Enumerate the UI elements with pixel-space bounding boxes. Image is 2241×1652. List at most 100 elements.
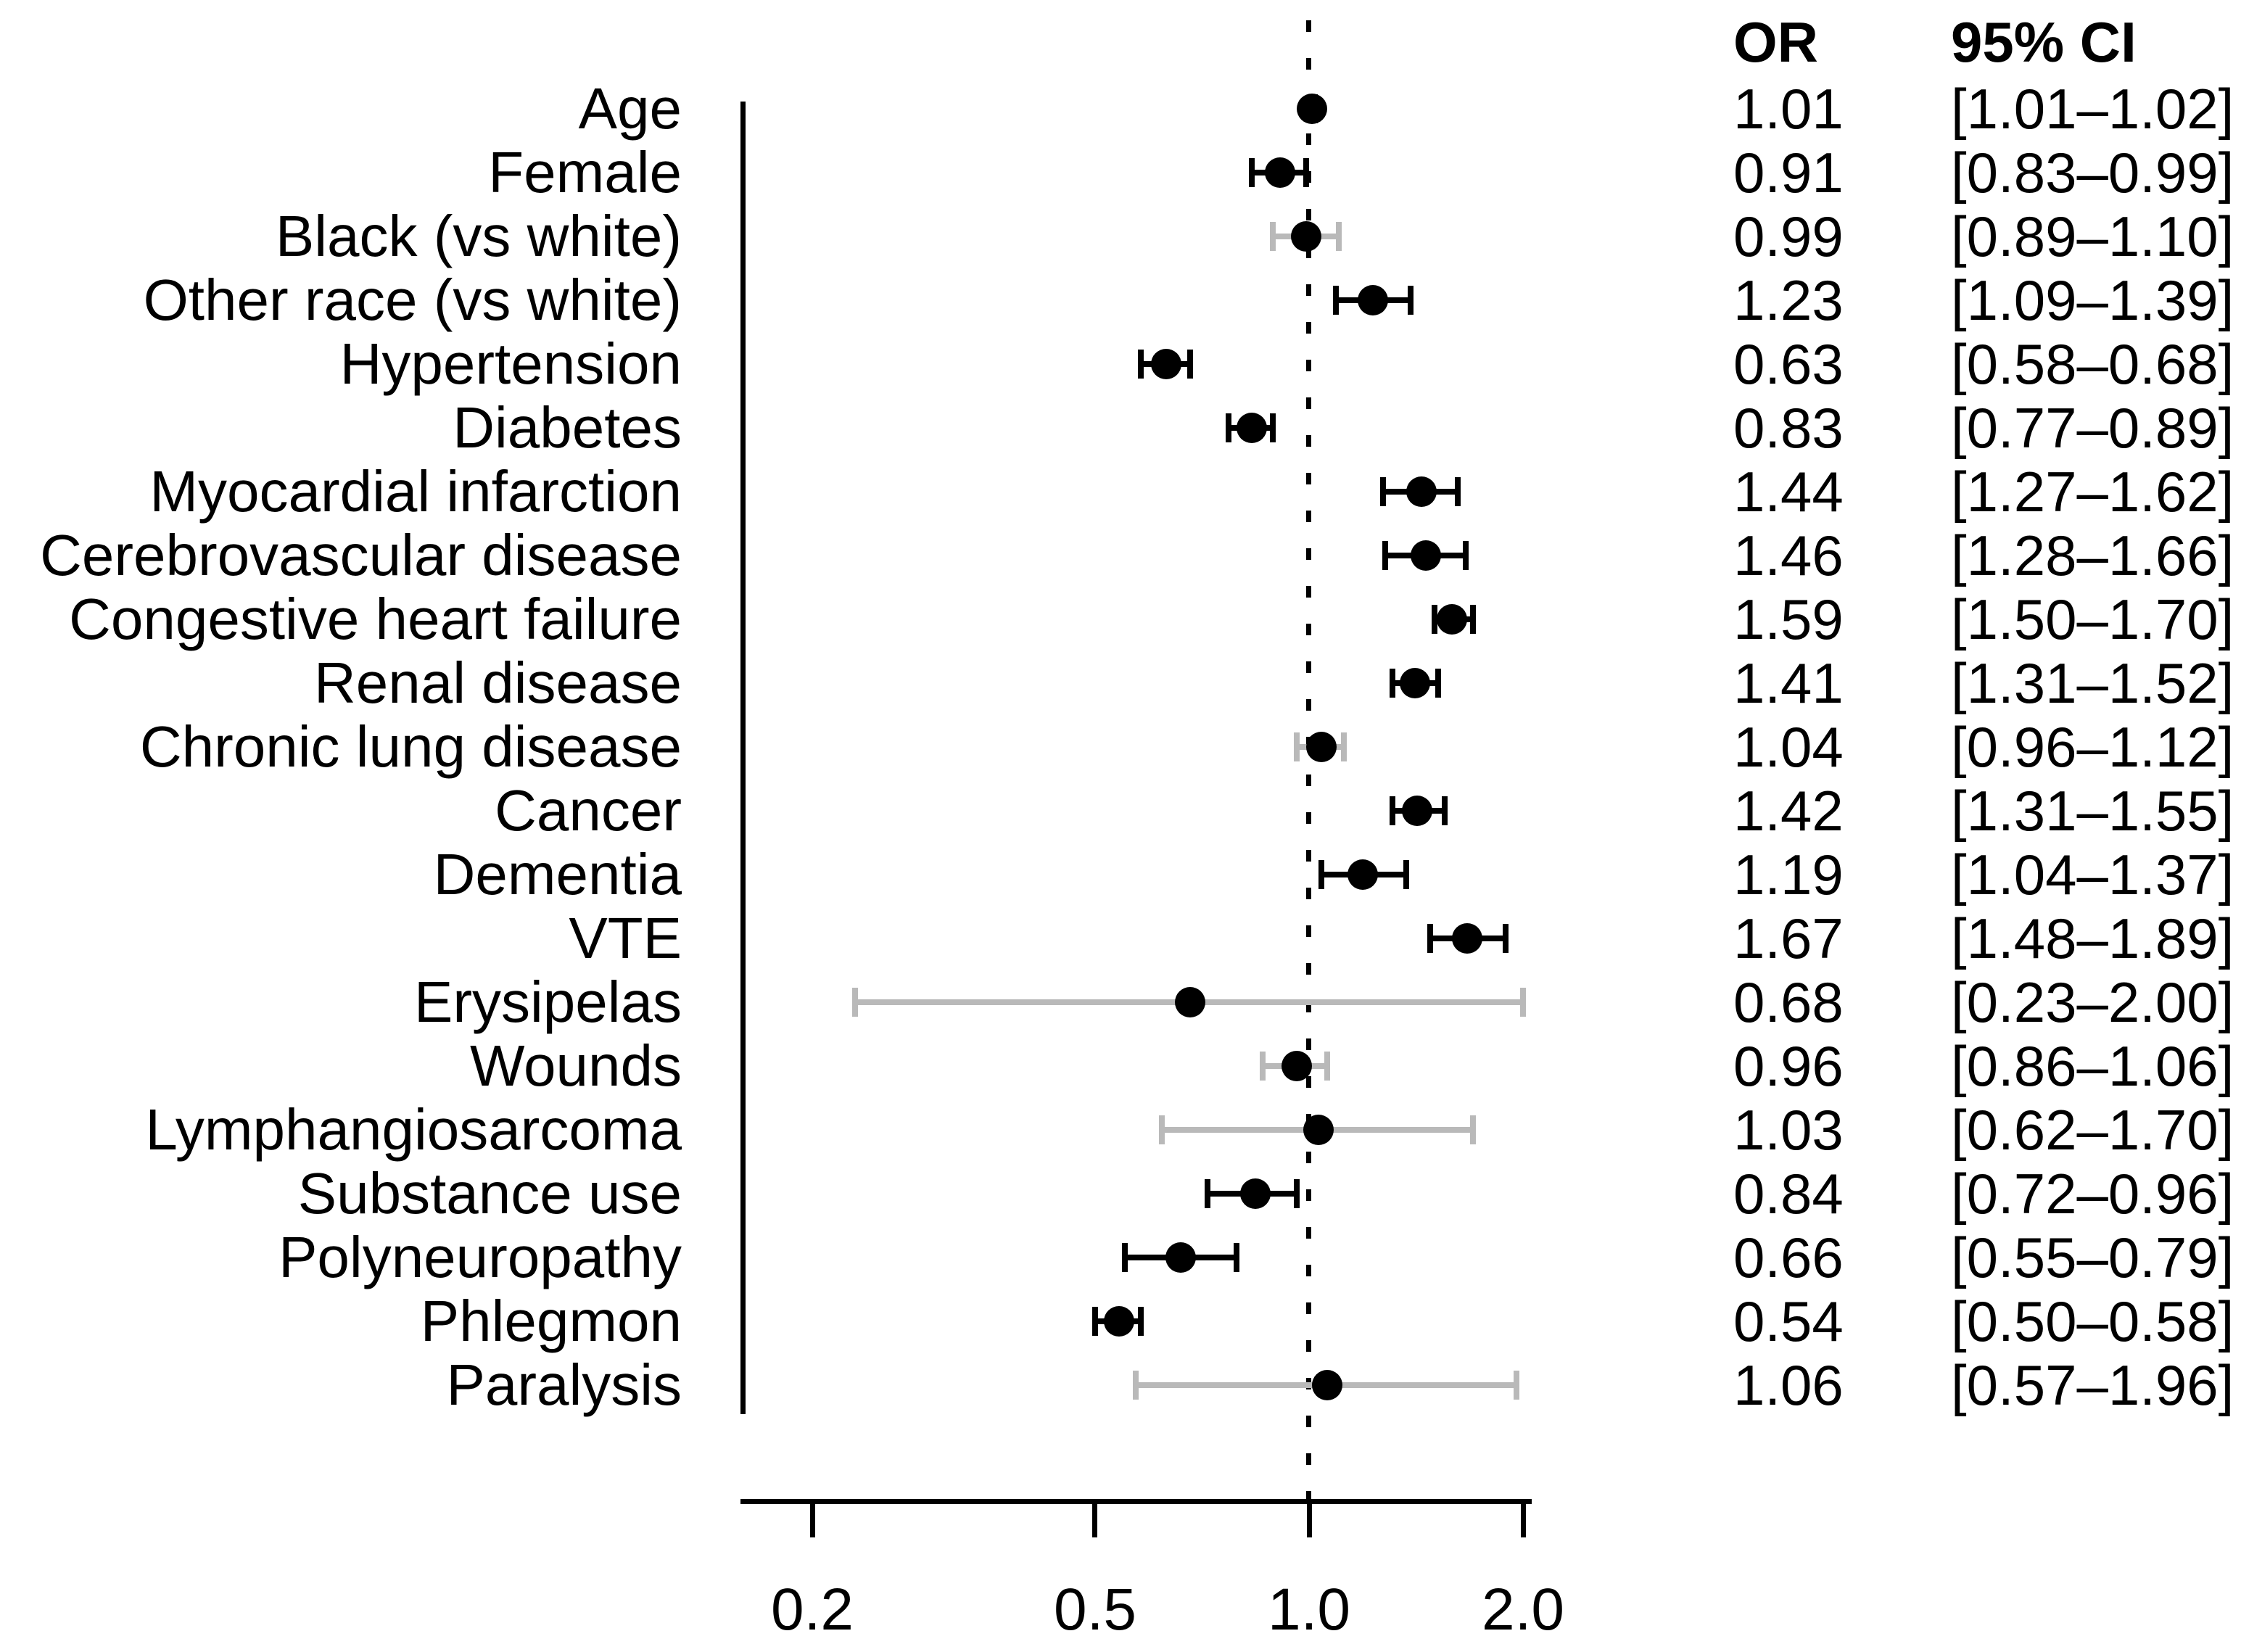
row-label: VTE — [569, 906, 682, 970]
or-point — [1311, 1370, 1342, 1400]
row-label: Female — [488, 140, 682, 205]
or-value: 0.99 — [1733, 205, 1844, 268]
row-label: Congestive heart failure — [69, 587, 682, 651]
or-point — [1290, 221, 1321, 252]
or-value: 0.91 — [1733, 141, 1844, 205]
row-label: Polyneuropathy — [278, 1225, 682, 1289]
ci-value: [0.62–1.70] — [1951, 1098, 2234, 1162]
or-value: 1.23 — [1733, 268, 1844, 332]
ci-cap-low — [1248, 158, 1255, 187]
or-value: 1.67 — [1733, 906, 1844, 970]
row-label: Substance use — [297, 1161, 682, 1226]
ci-cap-low — [1389, 669, 1395, 698]
ci-value: [1.09–1.39] — [1951, 268, 2234, 332]
ci-cap-low — [1427, 924, 1433, 953]
or-value: 1.03 — [1733, 1098, 1844, 1162]
row-label: Dementia — [433, 842, 682, 906]
ci-cap-low — [1293, 732, 1300, 761]
or-value: 0.54 — [1733, 1289, 1844, 1353]
x-tick-label: 0.2 — [771, 1577, 854, 1643]
ci-cap-high — [1455, 477, 1461, 506]
or-value: 0.96 — [1733, 1034, 1844, 1098]
ci-value: [0.50–0.58] — [1951, 1289, 2234, 1353]
or-value: 1.06 — [1733, 1353, 1844, 1417]
ci-cap-high — [1520, 988, 1526, 1017]
or-value: 0.83 — [1733, 396, 1844, 460]
or-point — [1103, 1306, 1134, 1337]
or-value: 1.04 — [1733, 715, 1844, 779]
ci-cap-high — [1335, 222, 1342, 251]
ci-cap-low — [1318, 860, 1324, 889]
ci-cap-low — [1382, 541, 1389, 570]
or-point — [1151, 349, 1182, 379]
row-label: Wounds — [469, 1033, 682, 1098]
or-point — [1358, 285, 1389, 315]
row-label: Renal disease — [314, 651, 682, 715]
or-value: 0.84 — [1733, 1162, 1844, 1226]
reference-line-or-1 — [1306, 20, 1311, 1501]
or-point — [1411, 540, 1442, 571]
ci-cap-low — [1270, 222, 1276, 251]
or-value: 0.63 — [1733, 332, 1844, 396]
or-column-header: OR — [1733, 10, 1818, 74]
or-point — [1165, 1242, 1197, 1273]
ci-cap-high — [1469, 1115, 1476, 1144]
or-point — [1174, 987, 1205, 1017]
or-point — [1400, 668, 1431, 698]
ci-cap-high — [1270, 413, 1276, 442]
ci-column-header: 95% CI — [1951, 10, 2137, 74]
ci-cap-high — [1186, 350, 1193, 379]
ci-value: [0.72–0.96] — [1951, 1162, 2234, 1226]
ci-cap-high — [1303, 158, 1309, 187]
ci-cap-high — [1233, 1243, 1239, 1272]
x-tick-mark — [1520, 1501, 1526, 1537]
or-value: 1.42 — [1733, 779, 1844, 843]
ci-value: [0.23–2.00] — [1951, 970, 2234, 1034]
or-point — [1303, 1115, 1334, 1145]
ci-cap-low — [1158, 1115, 1165, 1144]
ci-value: [0.86–1.06] — [1951, 1034, 2234, 1098]
x-tick-label: 1.0 — [1268, 1577, 1350, 1643]
ci-cap-low — [1332, 286, 1339, 315]
row-label: Other race (vs white) — [143, 268, 682, 332]
ci-value: [0.58–0.68] — [1951, 332, 2234, 396]
ci-cap-low — [1138, 350, 1144, 379]
ci-value: [0.83–0.99] — [1951, 141, 2234, 205]
or-point — [1281, 1051, 1312, 1081]
ci-cap-low — [852, 988, 859, 1017]
or-point — [1236, 413, 1267, 443]
ci-cap-low — [1205, 1179, 1211, 1208]
row-label: Diabetes — [453, 395, 682, 460]
ci-cap-low — [1225, 413, 1231, 442]
ci-cap-high — [1408, 286, 1414, 315]
or-value: 0.66 — [1733, 1226, 1844, 1289]
row-label: Chronic lung disease — [139, 714, 682, 779]
ci-value: [1.28–1.66] — [1951, 524, 2234, 587]
ci-cap-low — [1431, 605, 1437, 634]
or-point — [1348, 859, 1379, 890]
ci-value: [1.50–1.70] — [1951, 587, 2234, 651]
row-label: Cancer — [495, 778, 682, 843]
ci-cap-high — [1441, 796, 1448, 825]
ci-value: [0.77–0.89] — [1951, 396, 2234, 460]
ci-cap-high — [1403, 860, 1409, 889]
x-tick-label: 2.0 — [1482, 1577, 1564, 1643]
x-tick-label: 0.5 — [1053, 1577, 1136, 1643]
x-axis-line — [740, 1499, 1532, 1504]
ci-cap-high — [1502, 924, 1509, 953]
ci-cap-low — [1132, 1371, 1139, 1400]
ci-cap-low — [1091, 1307, 1098, 1336]
row-label: Age — [578, 76, 682, 141]
ci-cap-high — [1324, 1052, 1330, 1081]
ci-value: [1.31–1.55] — [1951, 779, 2234, 843]
ci-cap-high — [1341, 732, 1348, 761]
ci-cap-high — [1514, 1371, 1520, 1400]
ci-cap-high — [1462, 541, 1469, 570]
ci-value: [1.04–1.37] — [1951, 843, 2234, 906]
or-value: 1.01 — [1733, 77, 1844, 141]
ci-value: [0.55–0.79] — [1951, 1226, 2234, 1289]
or-point — [1402, 796, 1433, 826]
or-value: 1.46 — [1733, 524, 1844, 587]
or-point — [1452, 923, 1483, 954]
ci-cap-low — [1121, 1243, 1128, 1272]
